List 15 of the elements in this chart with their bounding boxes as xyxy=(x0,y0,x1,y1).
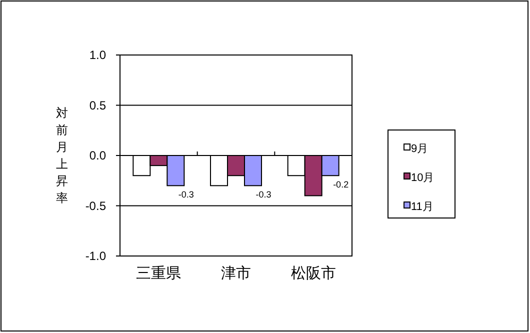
y-tick-label: 0.5 xyxy=(89,98,106,112)
x-tick-label: 松阪市 xyxy=(290,265,336,282)
data-label: -0.3 xyxy=(256,190,272,200)
y-tick-label: -0.5 xyxy=(85,198,106,213)
x-tick-label: 三重県 xyxy=(136,265,182,282)
y-tick-label: 1.0 xyxy=(89,48,106,62)
y-axis-title: 対前月上昇率 xyxy=(56,106,68,205)
legend-label: 11月 xyxy=(411,201,434,213)
data-label: -0.2 xyxy=(333,180,349,190)
y-tick-label: 0.0 xyxy=(89,148,106,162)
legend-label: 9月 xyxy=(411,143,428,155)
data-label: -0.3 xyxy=(178,190,194,200)
y-tick-label: -1.0 xyxy=(85,249,106,263)
legend-label: 10月 xyxy=(411,172,434,184)
x-tick-label: 津市 xyxy=(221,265,251,282)
